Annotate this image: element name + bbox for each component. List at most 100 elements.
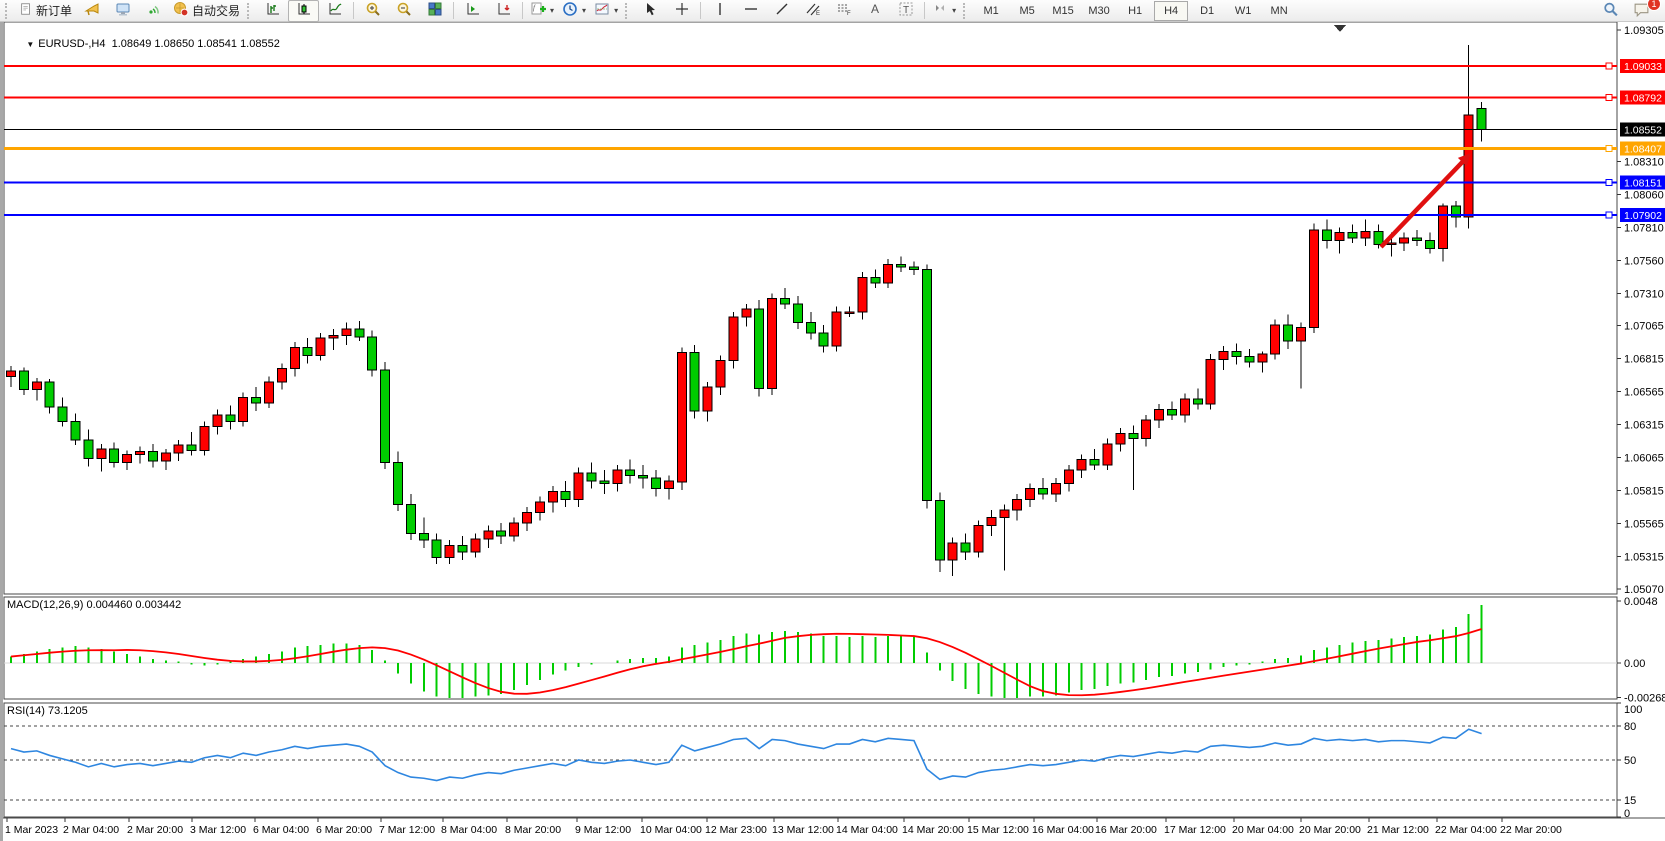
- candle-down: [818, 332, 829, 347]
- macd-axis-label: 0.00: [1624, 658, 1645, 670]
- main-toolbar: 新订单 自动交易: [0, 0, 1665, 22]
- time-axis-label: 3 Mar 12:00: [190, 824, 246, 836]
- price-tag: [1620, 141, 1665, 156]
- tile-windows-button[interactable]: [419, 0, 450, 22]
- candle-down: [1192, 398, 1203, 405]
- candle-down: [418, 533, 429, 541]
- timeframe-d1-button[interactable]: D1: [1200, 4, 1215, 17]
- timeframe-w1-button[interactable]: W1: [1234, 4, 1252, 17]
- periods-button[interactable]: ▾: [558, 0, 590, 22]
- price-chart-canvas[interactable]: 1.09305 1.08310 1.08060 1.07810 1.07560 1.073…: [3, 22, 1665, 841]
- timeframe-m30-button[interactable]: M30: [1088, 4, 1110, 17]
- timeframe-h1-button[interactable]: H1: [1128, 4, 1143, 17]
- candle-up: [444, 544, 455, 558]
- toolbar-separator: [522, 2, 524, 19]
- svg-text:T: T: [903, 5, 909, 16]
- vertical-line-button[interactable]: [704, 0, 735, 22]
- profile-button[interactable]: [76, 0, 107, 22]
- trend-arrow[interactable]: [1379, 157, 1468, 249]
- chart-shift-button[interactable]: [488, 0, 519, 22]
- candle-up: [663, 480, 674, 490]
- chart-title: EURUSD-,H4 1.08649 1.08650 1.08541 1.085…: [38, 38, 280, 50]
- candle-up: [1218, 350, 1229, 360]
- candle-up: [122, 453, 133, 463]
- candle-up: [883, 263, 894, 284]
- periods-icon: [562, 1, 578, 20]
- candle-down: [921, 269, 932, 502]
- line-handle[interactable]: [1605, 211, 1613, 219]
- text-label-button[interactable]: T: [890, 0, 921, 22]
- candle-down: [1167, 409, 1177, 416]
- toolbar-separator: [700, 2, 702, 19]
- trendline-button[interactable]: [766, 0, 797, 22]
- text-button[interactable]: A: [859, 0, 890, 22]
- channel-button[interactable]: E: [797, 0, 828, 22]
- indicators-button[interactable]: f ▾: [526, 0, 558, 22]
- timeframe-m1-button[interactable]: M1: [983, 4, 999, 17]
- line-handle[interactable]: [1605, 145, 1613, 153]
- toolbar-grip[interactable]: [5, 2, 12, 19]
- candle-down: [1373, 230, 1384, 246]
- candle-down: [1425, 240, 1435, 249]
- timeframe-mn-button[interactable]: MN: [1270, 4, 1288, 17]
- price-tag-label: 1.08792: [1624, 93, 1662, 105]
- candle-up: [341, 328, 352, 337]
- new-order-button[interactable]: 新订单: [15, 0, 76, 22]
- line-chart-button[interactable]: [319, 0, 350, 22]
- time-axis-label: 20 Mar 04:00: [1232, 824, 1294, 836]
- zoom-out-button[interactable]: [388, 0, 419, 22]
- line-handle[interactable]: [1605, 62, 1613, 70]
- time-axis-label: 2 Mar 04:00: [63, 824, 119, 836]
- candle-down: [909, 266, 919, 271]
- candle-down: [1412, 237, 1423, 242]
- candle-down: [251, 397, 262, 404]
- candle-down: [870, 277, 881, 284]
- time-axis-label: 20 Mar 20:00: [1299, 824, 1361, 836]
- candle-up: [1399, 237, 1410, 244]
- toolbar-grip[interactable]: [963, 2, 970, 19]
- zoom-in-button[interactable]: [357, 0, 388, 22]
- zoom-out-icon: [396, 1, 412, 20]
- candle-down: [780, 298, 790, 305]
- notifications-button[interactable]: 1: [1626, 0, 1661, 22]
- market-watch-button[interactable]: [107, 0, 138, 22]
- shapes-button[interactable]: ▾: [928, 0, 960, 22]
- templates-button[interactable]: ▾: [590, 0, 622, 22]
- candle-up: [289, 346, 300, 370]
- crosshair-button[interactable]: [666, 0, 697, 22]
- auto-scroll-button[interactable]: [457, 0, 488, 22]
- toolbar-grip[interactable]: [247, 2, 254, 19]
- chevron-down-icon: ▾: [952, 6, 957, 15]
- toolbar-grip[interactable]: [625, 2, 632, 19]
- timeframe-h4-button[interactable]: H4: [1154, 0, 1189, 21]
- line-handle[interactable]: [1605, 94, 1613, 102]
- horizontal-line-button[interactable]: [735, 0, 766, 22]
- signals-button[interactable]: [138, 0, 169, 22]
- price-axis-label: 1.05315: [1624, 552, 1664, 564]
- candle-down: [1476, 108, 1487, 131]
- chart-shift-marker-icon[interactable]: [1334, 25, 1346, 32]
- toolbar-separator: [353, 2, 355, 19]
- text-icon: A: [867, 1, 883, 20]
- candle-down: [599, 480, 610, 484]
- candlestick-chart-button[interactable]: [288, 0, 320, 22]
- auto-trading-button[interactable]: 自动交易: [169, 0, 244, 22]
- candle-up: [999, 509, 1010, 519]
- indicators-icon: f: [530, 1, 547, 20]
- timeframe-m5-button[interactable]: M5: [1019, 4, 1035, 17]
- collapse-toggle-icon[interactable]: ▼: [26, 40, 35, 49]
- bar-chart-button[interactable]: [257, 0, 288, 22]
- toolbar-separator: [924, 2, 926, 19]
- search-button[interactable]: [1595, 0, 1626, 22]
- svg-text:A: A: [871, 2, 879, 16]
- candle-down: [1038, 488, 1048, 495]
- timeframe-m15-button[interactable]: M15: [1052, 4, 1074, 17]
- macd-pane-border: [3, 596, 1618, 700]
- candle-down: [186, 444, 197, 451]
- horizontal-line-icon: [743, 1, 759, 20]
- fibonacci-button[interactable]: F: [828, 0, 859, 22]
- line-handle[interactable]: [1605, 178, 1613, 186]
- cursor-button[interactable]: [635, 0, 666, 22]
- candle-up: [1063, 469, 1074, 484]
- candle-down: [18, 370, 29, 391]
